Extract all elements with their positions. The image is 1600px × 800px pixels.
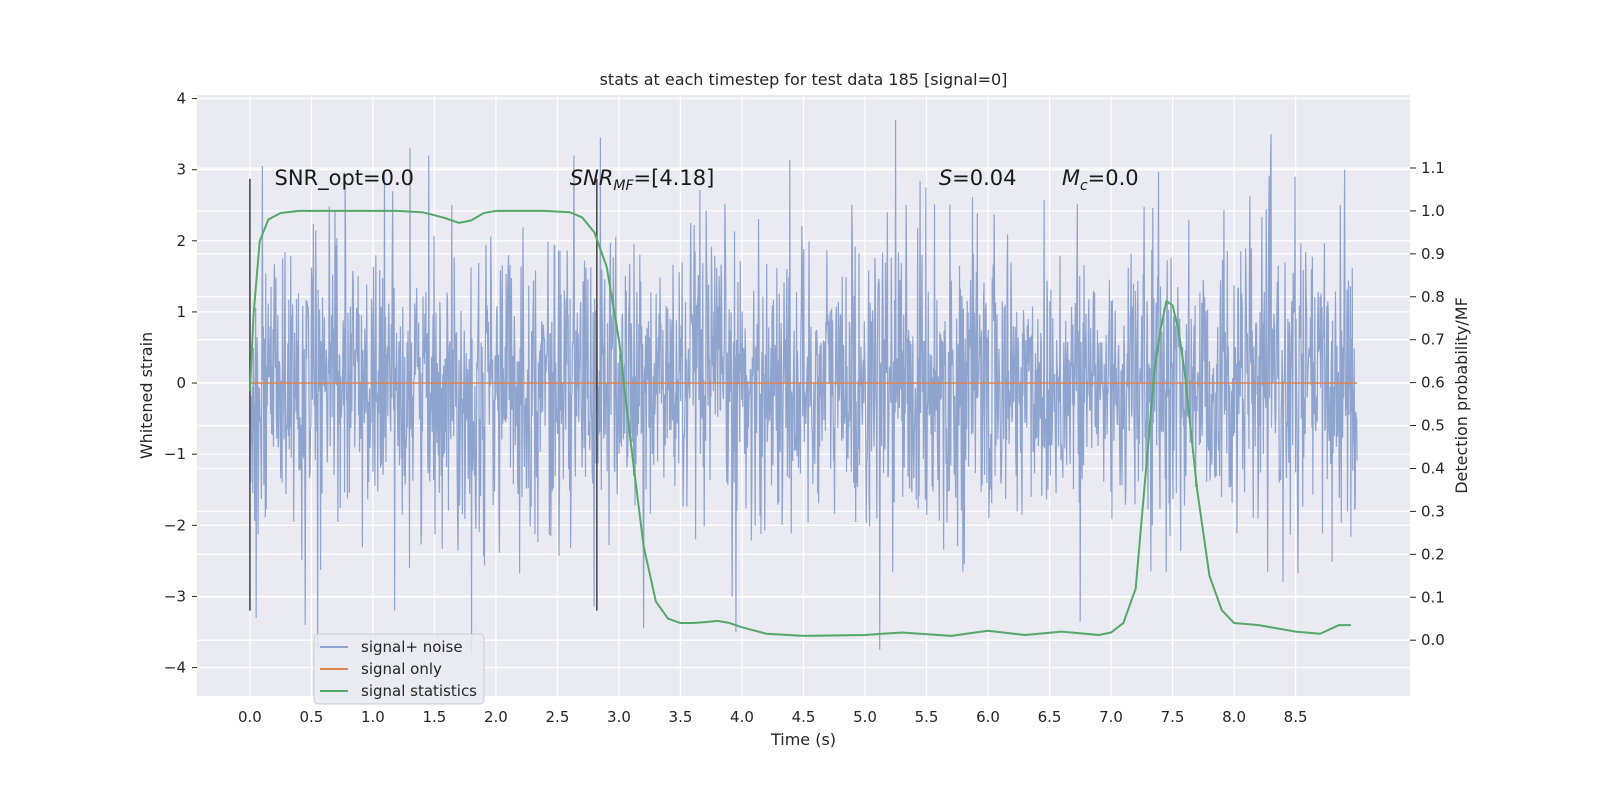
y2-axis-label: Detection probability/MF — [1452, 297, 1471, 494]
x-tick-label: 7.0 — [1099, 708, 1123, 726]
y2-tick-label: 0.1 — [1421, 588, 1445, 606]
x-tick-label: 6.5 — [1038, 708, 1062, 726]
x-tick-label: 4.0 — [730, 708, 754, 726]
y-tick-label: −4 — [164, 659, 186, 677]
x-axis: 0.0 0.5 1.0 1.5 2.0 2.5 3.0 3.5 4.0 4.5 5.0 5.5 6.0 6… — [238, 708, 1308, 726]
x-tick-label: 1.0 — [361, 708, 385, 726]
y-axis-right: 0.0 0.1 0.2 0.3 0.4 0.5 0.6 0.7 0.8 0.9 1.0 1.1 — [1410, 159, 1445, 649]
legend-label: signal statistics — [361, 682, 477, 700]
annotation: S=0.04 — [939, 166, 1017, 190]
y-tick-label: −1 — [164, 445, 186, 463]
x-tick-label: 0.0 — [238, 708, 262, 726]
y-tick-label: 1 — [176, 303, 186, 321]
y2-tick-label: 0.9 — [1421, 245, 1445, 263]
noise-trace — [249, 119, 1358, 654]
x-tick-label: 6.0 — [976, 708, 1000, 726]
y2-tick-label: 0.8 — [1421, 288, 1445, 306]
legend-label: signal+ noise — [361, 638, 463, 656]
y-tick-label: 4 — [176, 90, 186, 108]
y2-tick-label: 1.0 — [1421, 202, 1445, 220]
y2-tick-label: 0.0 — [1421, 631, 1445, 649]
series-signal-statistics — [248, 209, 1351, 637]
y-tick-label: −2 — [164, 516, 186, 534]
y-axis-label: Whitened strain — [137, 332, 156, 459]
x-tick-label: 8.5 — [1284, 708, 1308, 726]
legend-label: signal only — [361, 660, 442, 678]
y2-tick-label: 0.3 — [1421, 502, 1445, 520]
stats-curve — [248, 209, 1351, 637]
y2-tick-label: 0.7 — [1421, 331, 1445, 349]
annotations: SNR_opt=0.0 SNRMF=[4.18] S=0.04 Mc=0.0 — [275, 166, 1139, 194]
y-tick-label: −3 — [164, 587, 186, 605]
chart-title: stats at each timestep for test data 185… — [600, 70, 1008, 89]
legend-frame — [313, 633, 485, 705]
x-tick-label: 2.5 — [546, 708, 570, 726]
y2-tick-label: 0.5 — [1421, 417, 1445, 435]
y-tick-label: 2 — [176, 232, 186, 250]
y-tick-label: 0 — [176, 374, 186, 392]
x-tick-label: 1.5 — [423, 708, 447, 726]
y2-tick-label: 0.2 — [1421, 545, 1445, 563]
y2-tick-label: 1.1 — [1421, 159, 1445, 177]
y-axis-left: −4 −3 −2 −1 0 1 2 3 4 — [164, 90, 197, 677]
x-tick-label: 4.5 — [792, 708, 816, 726]
x-tick-label: 8.0 — [1222, 708, 1246, 726]
annotation: Mc=0.0 — [1062, 166, 1139, 194]
annotation: SNRMF=[4.18] — [570, 166, 715, 194]
x-tick-label: 3.0 — [607, 708, 631, 726]
y2-tick-label: 0.4 — [1421, 459, 1445, 477]
x-tick-label: 0.5 — [299, 708, 323, 726]
x-axis-label: Time (s) — [770, 730, 836, 749]
legend: signal+ noise signal only signal statistic… — [313, 633, 485, 705]
marker-lines — [249, 178, 598, 611]
annotation: SNR_opt=0.0 — [275, 166, 415, 191]
series-signal-plus-noise — [249, 119, 1358, 654]
x-tick-label: 5.0 — [853, 708, 877, 726]
x-tick-label: 3.5 — [669, 708, 693, 726]
y2-tick-label: 0.6 — [1421, 374, 1445, 392]
y-tick-label: 3 — [176, 161, 186, 179]
x-tick-label: 5.5 — [915, 708, 939, 726]
x-tick-label: 7.5 — [1161, 708, 1185, 726]
x-tick-label: 2.0 — [484, 708, 508, 726]
